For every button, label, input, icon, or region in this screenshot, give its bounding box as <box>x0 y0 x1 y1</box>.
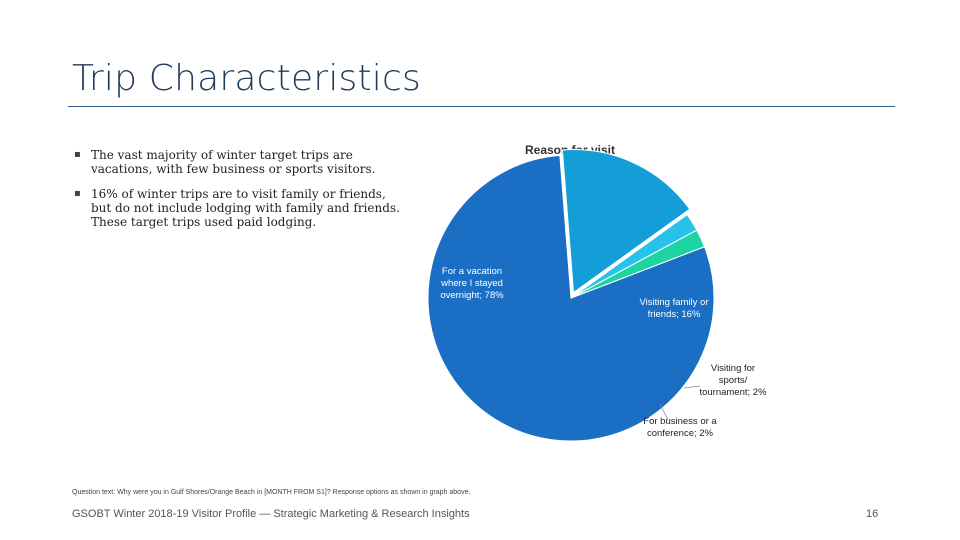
pie-slice <box>570 229 706 299</box>
leader-line <box>659 403 669 421</box>
title-divider <box>68 106 895 107</box>
page-number: 16 <box>866 508 879 520</box>
bullet-marker: ▪ <box>74 149 81 160</box>
slice-label: For a vacation where I stayed overnight; 7… <box>440 266 504 301</box>
bullet-item: ▪ 16% of winter trips are to visit famil… <box>74 187 404 229</box>
bullet-text: The vast majority of winter target trips… <box>91 148 376 176</box>
slice-label: Visiting for sports/tournament; 2% <box>699 363 767 398</box>
bullet-item: ▪ The vast majority of winter target tri… <box>74 148 404 176</box>
footer-text: GSOBT Winter 2018-19 Visitor Profile — S… <box>72 508 470 520</box>
slice-label: For business or a conference; 2% <box>643 416 717 439</box>
bullet-text: 16% of winter trips are to visit family … <box>91 187 400 229</box>
pie-slice <box>561 149 691 294</box>
bullet-list: ▪ The vast majority of winter target tri… <box>74 148 404 240</box>
question-footnote: Question text: Why were you in Gulf Shor… <box>72 489 471 496</box>
bullet-marker: ▪ <box>74 188 81 199</box>
slice-label: Visiting family or friends; 16% <box>640 297 709 320</box>
slide-title: Trip Characteristics <box>72 58 421 99</box>
pie-slice <box>427 154 715 442</box>
leader-line <box>683 385 701 389</box>
